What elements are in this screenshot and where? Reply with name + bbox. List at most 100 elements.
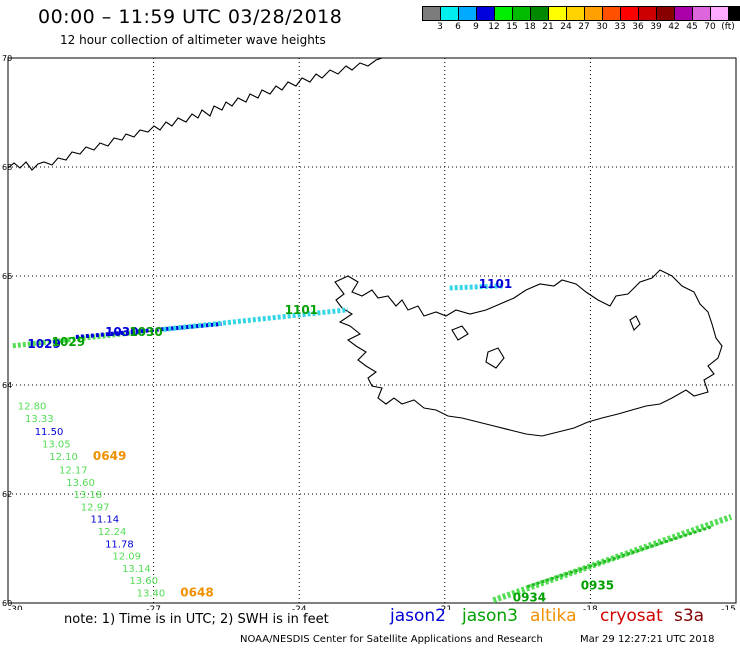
legend-s3a: s3a xyxy=(674,606,705,626)
track-streak xyxy=(163,307,348,332)
wave-height-label: 12.10 xyxy=(49,452,78,463)
wave-height-label: 13.05 xyxy=(42,440,71,451)
generated-timestamp: Mar 29 12:27:21 UTC 2018 xyxy=(580,634,715,645)
iceland-lake xyxy=(485,347,505,369)
iceland-lake xyxy=(629,315,641,331)
color-swatch xyxy=(423,7,441,20)
color-swatch xyxy=(639,7,657,20)
color-scale-label: (ft) xyxy=(721,22,735,32)
wave-height-label: 13.40 xyxy=(137,588,166,599)
legend-jason2: jason2 xyxy=(390,606,446,626)
legend-jason3: jason3 xyxy=(462,606,518,626)
color-scale-label: 21 xyxy=(542,22,554,32)
color-scale-label: 45 xyxy=(686,22,698,32)
color-scale-label: 42 xyxy=(668,22,680,32)
color-swatch xyxy=(441,7,459,20)
y-tick-label: 66 xyxy=(2,272,12,281)
wave-height-label: 12.24 xyxy=(98,527,127,538)
color-swatch xyxy=(675,7,693,20)
time-label: 1030 xyxy=(129,325,162,339)
wave-height-label: 11.50 xyxy=(35,427,64,438)
color-swatch xyxy=(603,7,621,20)
color-swatch xyxy=(585,7,603,20)
color-scale-label: 24 xyxy=(560,22,572,32)
wave-height-label: 12.97 xyxy=(81,502,110,513)
iceland-coastline xyxy=(334,269,723,437)
coastline xyxy=(7,57,723,437)
color-scale-labels: 3 6 9 12 15 18 21 24 27 30 33 36 39 42 45 70 (ft) xyxy=(422,22,740,34)
wave-height-label: 13.60 xyxy=(66,478,95,489)
color-swatch xyxy=(531,7,549,20)
time-label: 0935 xyxy=(581,578,614,592)
x-tick-label: -18 xyxy=(583,605,598,610)
time-label: 1101 xyxy=(285,303,318,317)
time-label: 1101 xyxy=(479,277,512,291)
color-scale-label: 15 xyxy=(506,22,518,32)
iceland-lake xyxy=(451,325,469,341)
note-text: note: 1) Time is in UTC; 2) SWH is in fe… xyxy=(64,612,329,627)
color-swatch xyxy=(621,7,639,20)
time-label: 0934 xyxy=(513,590,546,604)
y-tick-label: 62 xyxy=(2,490,12,499)
y-tick-label: 68 xyxy=(2,163,12,172)
x-tick-label: -24 xyxy=(292,605,307,610)
legend-altika: altika xyxy=(530,606,577,626)
color-swatch xyxy=(549,7,567,20)
wave-height-label: 13.18 xyxy=(74,490,103,501)
x-tick-label: -21 xyxy=(437,605,452,610)
wave-height-label: 11.78 xyxy=(105,539,134,550)
color-scale-label: 36 xyxy=(632,22,644,32)
y-tick-label: 64 xyxy=(2,381,12,390)
color-swatch xyxy=(693,7,711,20)
time-label: 1030 xyxy=(105,325,138,339)
color-scale-label: 18 xyxy=(524,22,536,32)
axis-ticks: -30 -27 -24 -21 -18 -15 70 68 66 64 62 60 xyxy=(2,54,736,610)
wave-height-label: 12.09 xyxy=(112,551,141,562)
wave-height-label: 12.17 xyxy=(59,465,88,476)
x-tick-label: -27 xyxy=(146,605,161,610)
time-label: 1029 xyxy=(52,335,85,349)
color-swatch xyxy=(513,7,531,20)
wave-height-label: 11.14 xyxy=(91,514,120,525)
color-scale-label: 9 xyxy=(473,22,479,32)
color-scale-label: 12 xyxy=(488,22,500,32)
color-scale-label: 70 xyxy=(704,22,716,32)
x-tick-label: -15 xyxy=(721,605,736,610)
color-swatch xyxy=(459,7,477,20)
track-streak xyxy=(526,525,713,589)
y-tick-label: 60 xyxy=(2,599,12,608)
wave-height-label: 12.80 xyxy=(18,402,47,413)
color-scale-bar xyxy=(422,6,740,21)
wave-height-label: 13.14 xyxy=(122,564,151,575)
color-swatch xyxy=(711,7,729,20)
color-scale-label: 3 xyxy=(437,22,443,32)
color-scale-label: 30 xyxy=(596,22,608,32)
y-tick-label: 70 xyxy=(2,54,12,63)
legend-cryosat: cryosat xyxy=(600,606,663,626)
track-streak xyxy=(75,321,222,340)
credit-text: NOAA/NESDIS Center for Satellite Applica… xyxy=(240,634,543,645)
time-label: 1029 xyxy=(27,337,60,351)
map-frame xyxy=(7,57,737,604)
wave-height-label: 13.60 xyxy=(129,576,158,587)
color-scale-label: 39 xyxy=(650,22,662,32)
greenland-coastline xyxy=(7,57,383,171)
color-scale-label: 27 xyxy=(578,22,590,32)
color-swatch xyxy=(729,7,740,20)
color-swatch xyxy=(567,7,585,20)
color-swatch xyxy=(657,7,675,20)
track-streak xyxy=(449,283,504,291)
page-title: 00:00 – 11:59 UTC 03/28/2018 xyxy=(38,6,343,28)
x-tick-label: -30 xyxy=(8,605,23,610)
satellite-tracks xyxy=(12,283,733,604)
time-label: 0649 xyxy=(93,449,126,463)
page-subtitle: 12 hour collection of altimeter wave hei… xyxy=(60,33,326,47)
color-scale-label: 6 xyxy=(455,22,461,32)
time-label: 0648 xyxy=(180,585,213,599)
wave-height-label: 13.33 xyxy=(25,414,54,425)
color-swatch xyxy=(477,7,495,20)
color-swatch xyxy=(495,7,513,20)
color-scale-label: 33 xyxy=(614,22,626,32)
